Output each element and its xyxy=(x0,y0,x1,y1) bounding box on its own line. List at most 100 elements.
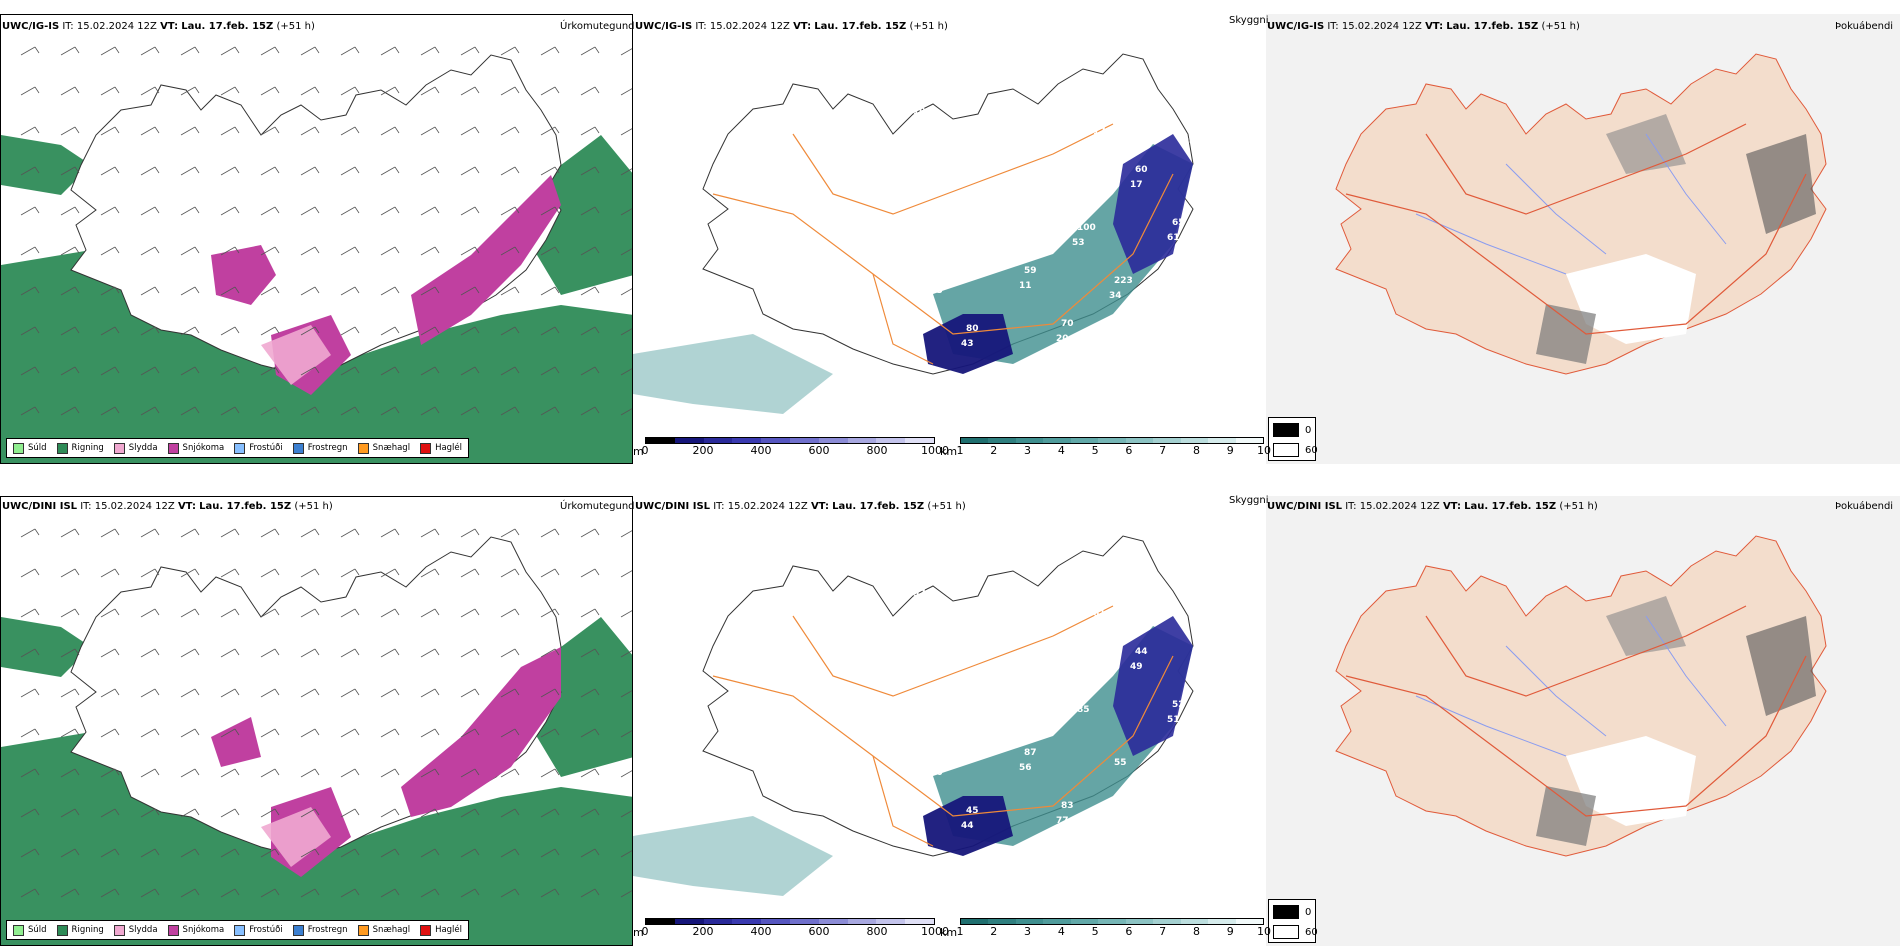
scale-tick-label: 600 xyxy=(808,925,830,938)
legend-swatch xyxy=(13,442,24,454)
ceiling-value-label: 10 xyxy=(913,107,926,117)
scale-tick-label: 2 xyxy=(990,925,998,938)
legend-item: Frostregn xyxy=(292,924,348,936)
wind-barb xyxy=(140,286,160,296)
scale-tick-label: 5 xyxy=(1091,444,1099,457)
clear-area xyxy=(1566,254,1696,344)
fog-map-2 xyxy=(1266,496,1900,946)
wind-barb xyxy=(220,206,240,216)
color-cell xyxy=(1098,919,1126,924)
road-line xyxy=(872,755,934,847)
wind-barb xyxy=(620,368,632,376)
scale-tick-label: 3 xyxy=(1024,925,1032,938)
legend-swatch xyxy=(56,924,68,936)
ceiling-value-label: 61 xyxy=(1167,233,1180,243)
ceiling-value-label: 63 xyxy=(982,710,995,720)
wind-barb xyxy=(140,246,160,256)
visibility-title-1: Skyggni xyxy=(1229,15,1269,26)
ceiling-value-label: 198 xyxy=(1040,652,1059,662)
wind-barb xyxy=(540,246,560,256)
legend-item: Frostúði xyxy=(234,442,283,454)
ceiling-value-label: 53 xyxy=(1072,238,1085,248)
wind-barb xyxy=(580,688,600,698)
sleet-area xyxy=(261,325,331,385)
wind-barb xyxy=(100,688,120,698)
wind-barb xyxy=(580,246,600,256)
fog-legend-label: 0 xyxy=(1305,906,1312,918)
wind-barb xyxy=(380,166,400,176)
wind-barb xyxy=(580,648,600,658)
legend-label: Slydda xyxy=(128,925,158,935)
wind-barb xyxy=(20,808,40,818)
wind-barb xyxy=(540,768,560,778)
ceiling-value-label: 43 xyxy=(961,339,974,349)
legend-label: Snjókoma xyxy=(182,925,225,935)
legend-label: Súld xyxy=(28,443,47,453)
wind-barb xyxy=(140,768,160,778)
color-cell xyxy=(1043,919,1071,924)
wind-barb xyxy=(180,648,200,658)
wind-barb xyxy=(60,326,80,336)
color-cell xyxy=(1015,919,1044,924)
ceiling-value-label: 250 xyxy=(950,642,969,652)
legend-label: Snæhagl xyxy=(372,443,411,453)
wind-barb xyxy=(260,366,280,376)
color-cell xyxy=(818,438,848,443)
wind-barb xyxy=(260,206,280,216)
wind-barb xyxy=(20,326,40,336)
legend-swatch xyxy=(56,442,68,454)
road-line xyxy=(712,173,1174,335)
fog-panel-2: 0 60 xyxy=(1266,496,1900,946)
wind-barb xyxy=(540,286,560,296)
legend-swatch xyxy=(113,442,125,454)
wind-barb xyxy=(580,366,600,376)
wind-barb xyxy=(420,648,440,658)
wind-barb xyxy=(380,768,400,778)
color-cell xyxy=(1180,919,1209,924)
wind-barb xyxy=(380,206,400,216)
wind-barb xyxy=(60,608,80,618)
wind-barb xyxy=(220,688,240,698)
vis-scale-1: 1 2 3 4 5 6 7 8 9 10 xyxy=(957,437,1271,457)
ceiling-value-label: 70 xyxy=(1061,319,1074,329)
wind-barb xyxy=(540,688,560,698)
color-cell xyxy=(703,438,733,443)
wind-barb xyxy=(620,570,632,578)
wind-barb xyxy=(260,126,280,136)
scale-tick-label: 10 xyxy=(1257,925,1271,938)
wind-barb xyxy=(300,166,320,176)
wind-barb xyxy=(340,888,360,898)
ceiling-value-label: 116 xyxy=(1151,811,1170,821)
wind-barb xyxy=(380,528,400,538)
wind-barb xyxy=(140,126,160,136)
wind-barb xyxy=(60,366,80,376)
wind-barb xyxy=(60,406,80,416)
fog-legend-row: 60 xyxy=(1273,443,1318,457)
wind-barb xyxy=(540,648,560,658)
legend-label: Haglél xyxy=(435,925,463,935)
wind-barb xyxy=(580,46,600,56)
legend-swatch xyxy=(357,924,369,936)
scale-tick-label: 8 xyxy=(1192,444,1200,457)
road-line xyxy=(1425,605,1747,697)
wind-barb xyxy=(620,328,632,336)
precip-map-1 xyxy=(1,15,632,463)
color-cell xyxy=(961,438,989,443)
color-cell xyxy=(818,919,848,924)
ceiling-value-label: 33 xyxy=(945,175,958,185)
wind-barb xyxy=(540,848,560,858)
wind-barb xyxy=(100,126,120,136)
wind-barb xyxy=(140,86,160,96)
wind-barb xyxy=(60,246,80,256)
wind-barb xyxy=(540,46,560,56)
wind-barb xyxy=(500,286,520,296)
wind-barb xyxy=(20,366,40,376)
wind-barb xyxy=(20,608,40,618)
wind-barb xyxy=(460,768,480,778)
wind-barb xyxy=(220,768,240,778)
wind-barb xyxy=(460,86,480,96)
wind-barb xyxy=(380,608,400,618)
wind-barb xyxy=(140,688,160,698)
wind-barb xyxy=(180,406,200,416)
wind-barb xyxy=(580,808,600,818)
